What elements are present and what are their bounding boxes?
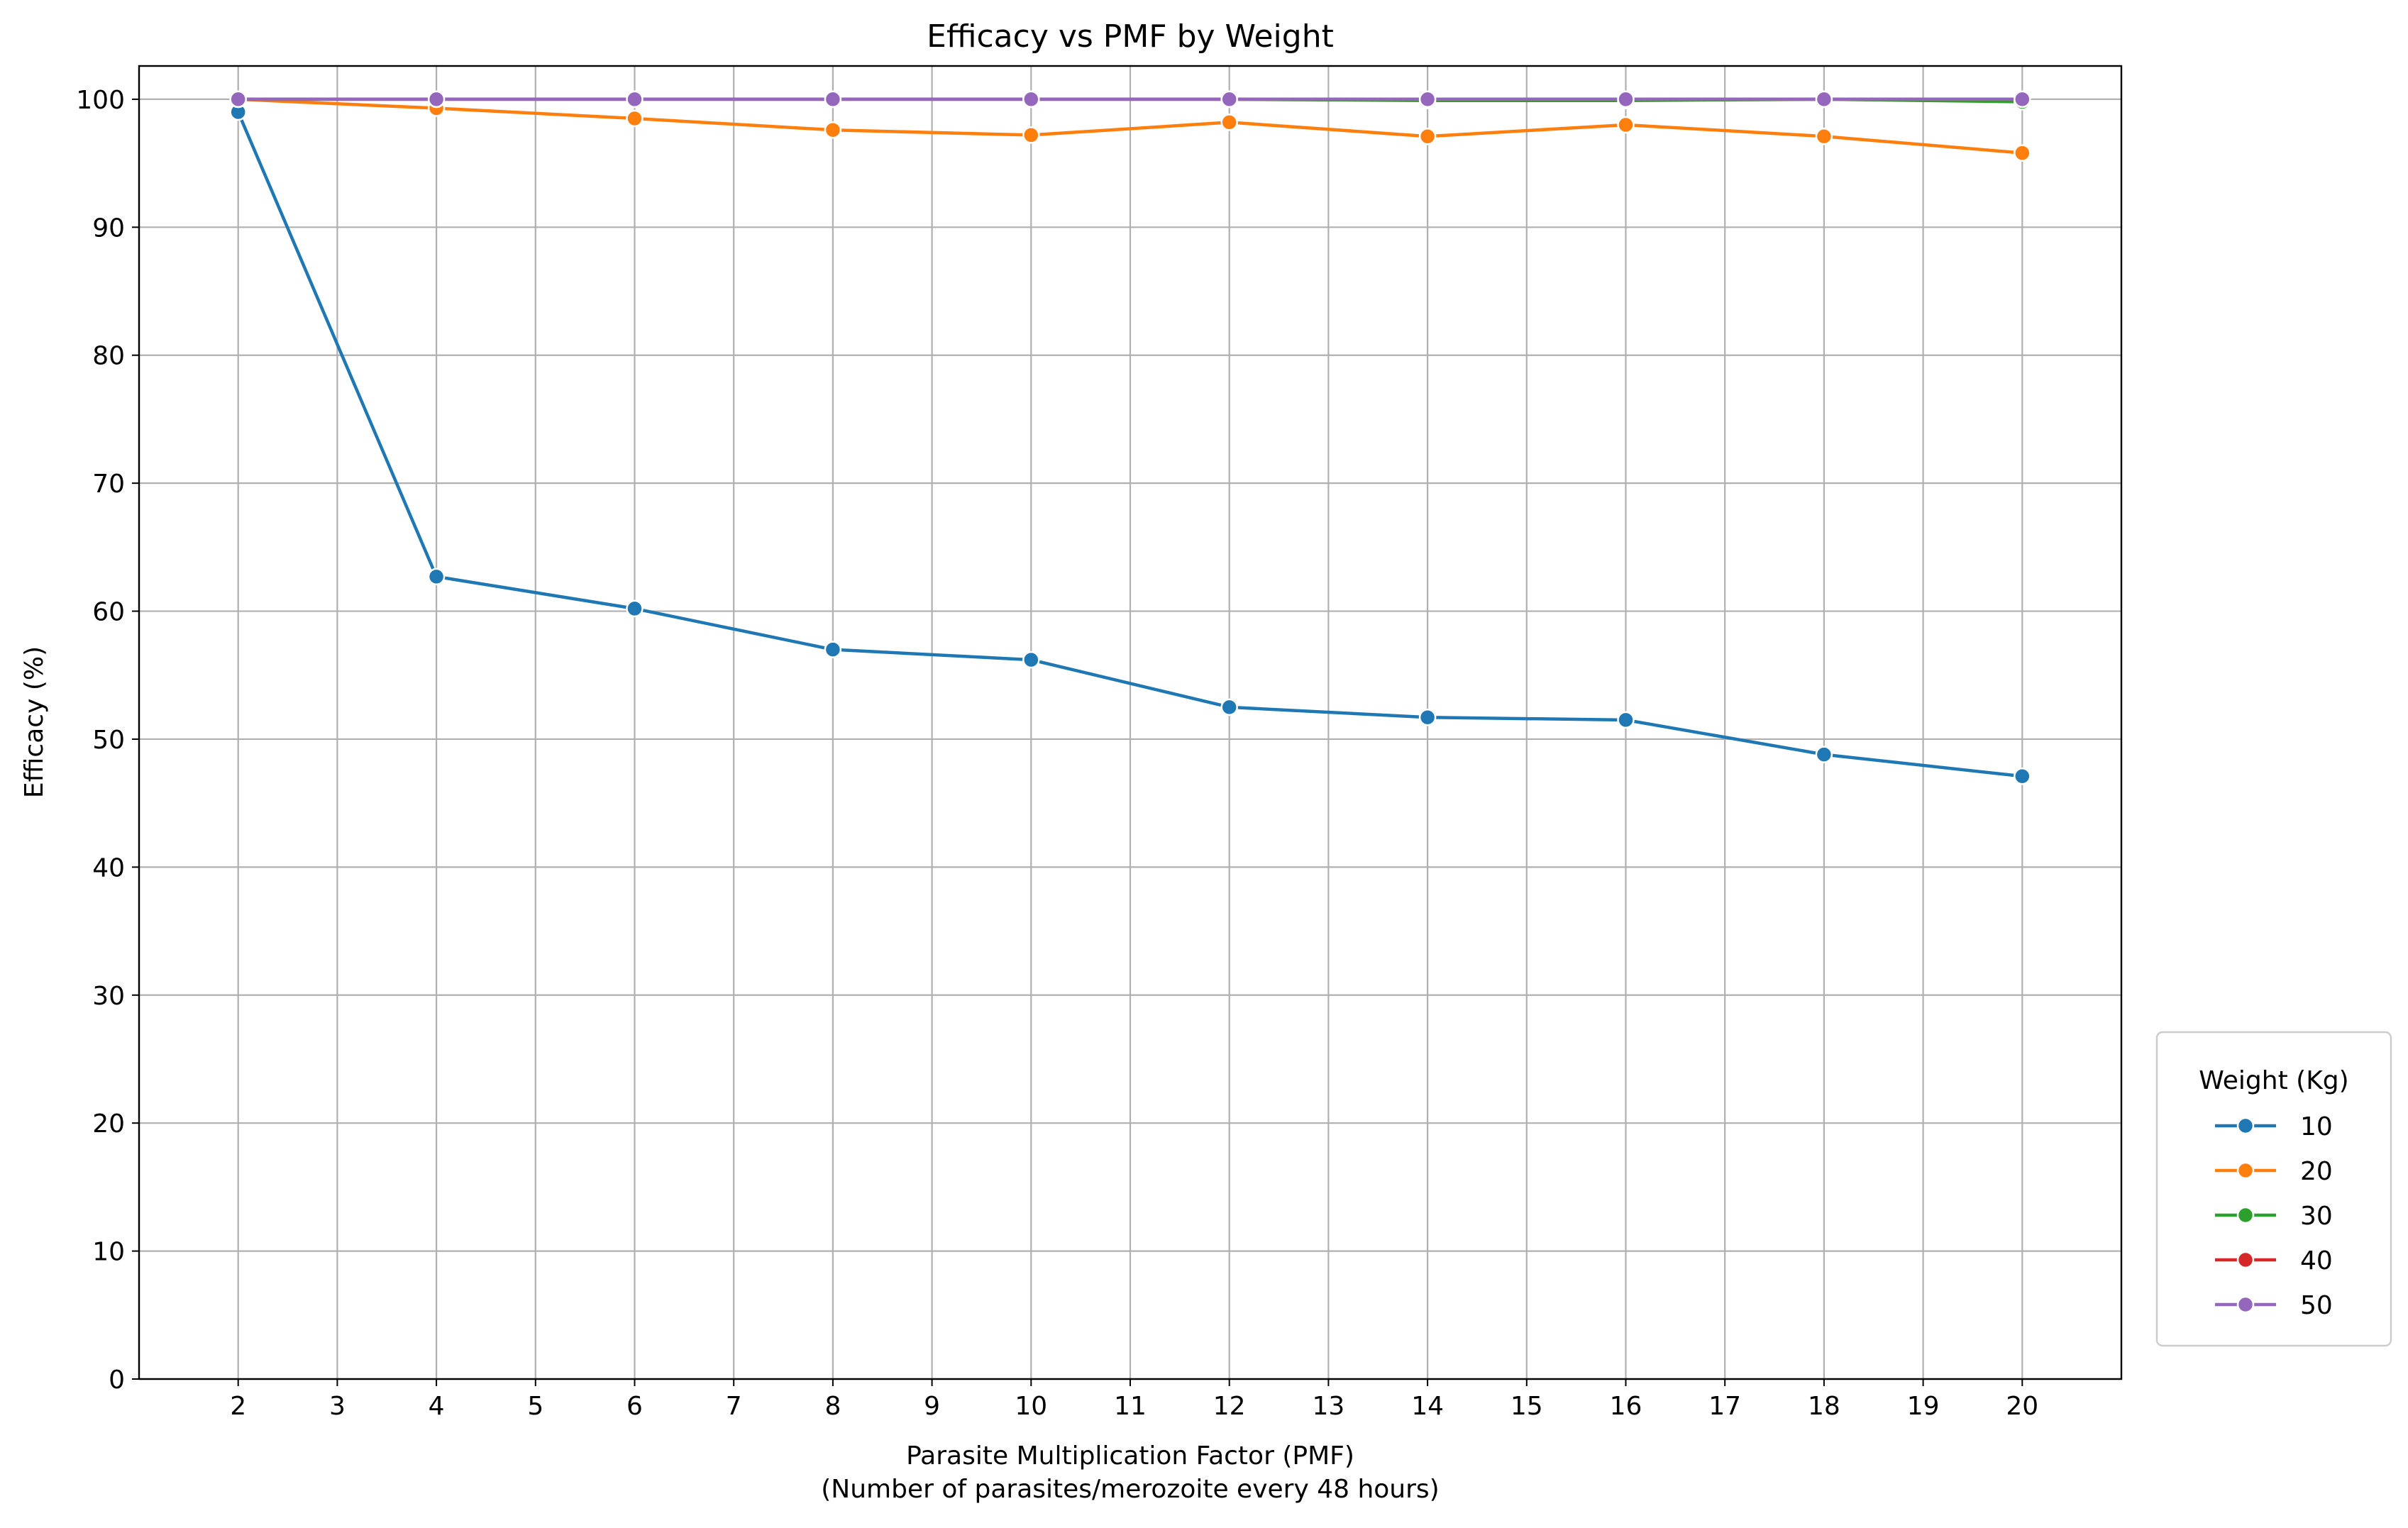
data-point <box>2014 144 2031 162</box>
legend: Weight (Kg) 10 20 30 40 50 <box>2155 1031 2392 1347</box>
x-axis-sublabel: (Number of parasites/merozoite every 48 … <box>821 1475 1439 1504</box>
data-point <box>1617 90 1635 109</box>
series-line-20 <box>238 97 2023 155</box>
series-50 <box>229 90 2031 109</box>
series-20 <box>229 90 2031 162</box>
data-point <box>1022 90 1040 109</box>
series-layer <box>229 90 2031 785</box>
x-axis-label: Parasite Multiplication Factor (PMF) <box>906 1441 1354 1471</box>
y-tick-label: 50 <box>92 726 125 755</box>
x-tick-label: 18 <box>1808 1392 1840 1421</box>
y-tick-label: 90 <box>92 214 125 243</box>
data-point <box>1418 90 1437 109</box>
legend-label: 10 <box>2300 1112 2333 1141</box>
x-tick-label: 20 <box>2006 1392 2038 1421</box>
y-tick-label: 100 <box>76 86 125 115</box>
data-point <box>1418 127 1437 145</box>
data-point <box>427 568 446 586</box>
x-tick-label: 2 <box>230 1392 246 1421</box>
data-point <box>1022 126 1040 144</box>
y-tick-label: 80 <box>92 342 125 371</box>
x-tick-label: 4 <box>429 1392 445 1421</box>
x-tick-label: 14 <box>1411 1392 1444 1421</box>
y-tick-label: 20 <box>92 1109 125 1139</box>
legend-item-10: 10 <box>2215 1112 2333 1141</box>
y-tick-label: 10 <box>92 1238 125 1267</box>
legend-marker <box>2236 1117 2255 1135</box>
legend-label: 50 <box>2300 1291 2333 1320</box>
legend-label: 20 <box>2300 1157 2333 1186</box>
legend-marker <box>2236 1161 2255 1180</box>
y-tick-label: 40 <box>92 853 125 882</box>
grid <box>139 66 2121 1380</box>
data-point <box>2014 90 2031 109</box>
x-tick-label: 16 <box>1610 1392 1642 1421</box>
y-tick-label: 30 <box>92 982 125 1011</box>
x-axis: 2 3 4 5 6 7 8 9 10 11 12 13 14 15 16 17 18 19 20 <box>230 1379 2038 1421</box>
x-tick-label: 15 <box>1510 1392 1543 1421</box>
data-point <box>626 599 644 618</box>
data-point <box>1418 709 1437 726</box>
y-tick-label: 60 <box>92 598 125 627</box>
x-tick-label: 8 <box>824 1392 841 1421</box>
data-point <box>1220 698 1238 716</box>
x-tick-label: 5 <box>527 1392 543 1421</box>
legend-marker <box>2236 1206 2255 1224</box>
y-tick-label: 70 <box>92 470 125 499</box>
legend-title: Weight (Kg) <box>2199 1066 2348 1095</box>
data-point <box>1815 746 1833 763</box>
data-point <box>1815 127 1833 145</box>
legend-item-40: 40 <box>2215 1246 2333 1275</box>
legend-box <box>2155 1031 2392 1347</box>
data-point <box>1617 711 1635 729</box>
x-tick-label: 7 <box>726 1392 742 1421</box>
x-tick-label: 10 <box>1015 1392 1047 1421</box>
series-line-10 <box>236 111 2023 778</box>
x-tick-label: 12 <box>1213 1392 1246 1421</box>
data-point <box>824 90 842 109</box>
data-point <box>2014 768 2031 785</box>
legend-item-50: 50 <box>2215 1291 2333 1320</box>
series-10 <box>229 103 2031 785</box>
data-point <box>1220 114 1238 131</box>
y-axis-label: Efficacy (%) <box>20 646 49 798</box>
y-tick-label: 0 <box>109 1366 125 1395</box>
x-tick-label: 19 <box>1907 1392 1940 1421</box>
legend-item-20: 20 <box>2215 1157 2333 1186</box>
data-point <box>229 90 247 109</box>
x-tick-label: 6 <box>626 1392 643 1421</box>
data-point <box>427 90 446 109</box>
data-point <box>1220 90 1238 109</box>
data-point <box>824 641 842 658</box>
legend-marker <box>2236 1251 2255 1269</box>
data-point <box>1617 116 1635 134</box>
chart-title: Efficacy vs PMF by Weight <box>927 18 1334 55</box>
x-tick-label: 3 <box>329 1392 346 1421</box>
y-axis: 0 10 20 30 40 50 60 70 80 90 100 <box>76 86 139 1395</box>
data-point <box>626 109 644 128</box>
data-point <box>1815 90 1833 109</box>
x-tick-label: 17 <box>1708 1392 1741 1421</box>
x-tick-label: 13 <box>1312 1392 1344 1421</box>
legend-marker <box>2236 1295 2255 1314</box>
legend-items: 10 20 30 40 50 <box>2215 1112 2333 1320</box>
data-point <box>626 90 644 109</box>
legend-item-30: 30 <box>2215 1202 2333 1231</box>
data-point <box>1022 650 1040 669</box>
legend-label: 30 <box>2300 1202 2333 1231</box>
x-tick-label: 9 <box>924 1392 940 1421</box>
x-tick-label: 11 <box>1114 1392 1147 1421</box>
legend-label: 40 <box>2300 1246 2333 1275</box>
data-point <box>824 121 842 139</box>
